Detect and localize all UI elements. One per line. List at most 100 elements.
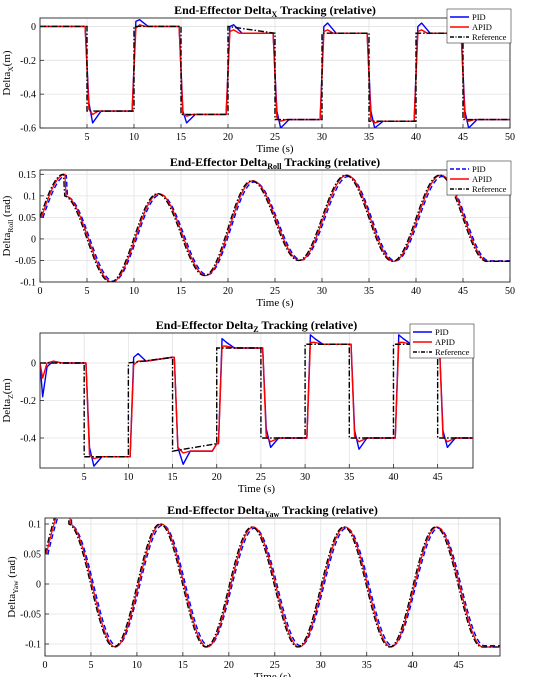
y-axis-label: DeltaX(m) [1,50,15,95]
x-tick-label: 10 [123,472,133,483]
x-tick-label: 10 [129,286,139,297]
x-axis-label: Time (s) [256,143,294,155]
y-tick-label: 0 [31,359,36,370]
series-line-apid [45,518,500,648]
legend-box [446,8,512,44]
chart-title: End-Effector DeltaRoll Tracking (relativ… [170,155,380,171]
y-tick-label: 0.1 [24,191,37,202]
y-tick-label: -0.1 [20,278,36,289]
legend-box [446,160,512,196]
x-tick-label: 15 [176,286,186,297]
y-tick-label: -0.1 [25,640,41,651]
chart-panel-3: End-Effector DeltaZ Tracking (relative) 5… [1,318,475,495]
x-tick-label: 45 [458,286,468,297]
x-tick-label: 5 [88,660,93,671]
y-tick-label: 0 [31,22,36,33]
y-axis-label: DeltaZ(m) [1,378,15,423]
legend-box [409,323,475,359]
x-tick-label: 45 [433,472,443,483]
plot-lines [40,173,510,282]
y-tick-label: 0.05 [24,550,42,561]
x-tick-label: 35 [344,472,354,483]
x-axis-label: Time (s) [238,483,276,495]
y-tick-label: -0.6 [20,124,36,135]
series-line-reference [40,173,510,282]
x-tick-label: 40 [411,132,421,143]
legend-label-reference: Reference [472,32,507,42]
x-tick-label: 40 [411,286,421,297]
x-tick-label: 20 [212,472,222,483]
series-line-apid [40,341,473,460]
legend-label-apid: APID [472,22,492,32]
chart-title: End-Effector DeltaYaw Tracking (relative… [167,503,378,519]
legend-label-pid: PID [435,327,449,337]
chart-panel-1: End-Effector DeltaX Tracking (relative) 5… [1,3,515,155]
legend-label-apid: APID [472,174,492,184]
x-tick-label: 35 [362,660,372,671]
chart-title: End-Effector DeltaX Tracking (relative) [174,3,376,19]
axes-frame [44,517,501,657]
x-tick-label: 0 [38,286,43,297]
x-tick-label: 50 [505,132,515,143]
x-tick-label: 35 [364,132,374,143]
series-line-reference [40,343,473,458]
x-tick-label: 0 [43,660,48,671]
legend-label-reference: Reference [435,347,470,357]
series-line-reference [45,518,500,648]
x-tick-label: 25 [270,286,280,297]
x-axis-label: Time (s) [254,671,292,677]
x-tick-label: 30 [316,660,326,671]
x-tick-label: 20 [223,132,233,143]
x-tick-label: 40 [408,660,418,671]
y-axis-label: DeltaRoll (rad) [1,195,15,256]
y-tick-label: -0.05 [15,256,36,267]
y-tick-label: 0.1 [29,520,42,531]
x-tick-label: 10 [129,132,139,143]
y-tick-label: -0.2 [20,396,36,407]
x-tick-label: 40 [388,472,398,483]
x-tick-label: 45 [458,132,468,143]
x-tick-label: 15 [176,132,186,143]
x-tick-label: 5 [82,472,87,483]
legend-label-pid: PID [472,164,486,174]
y-tick-label: 0.05 [19,213,37,224]
x-tick-label: 30 [317,286,327,297]
x-tick-label: 25 [270,132,280,143]
plot-lines [45,518,500,648]
x-tick-label: 50 [505,286,515,297]
y-tick-label: -0.05 [20,610,41,621]
y-tick-label: 0 [36,580,41,591]
y-tick-label: -0.4 [20,434,36,445]
x-tick-label: 20 [224,660,234,671]
x-tick-label: 30 [317,132,327,143]
chart-panel-4: End-Effector DeltaYaw Tracking (relative… [6,503,501,677]
plot-lines [40,334,473,467]
x-tick-label: 5 [85,286,90,297]
x-tick-label: 25 [256,472,266,483]
x-axis-label: Time (s) [256,297,294,309]
legend-label-reference: Reference [472,184,507,194]
series-line-apid [40,173,510,282]
series-line-reference [40,25,510,122]
plot-area [45,518,500,656]
x-tick-label: 10 [132,660,142,671]
plot-lines [40,18,510,128]
x-tick-label: 35 [364,286,374,297]
x-tick-label: 15 [178,660,188,671]
y-tick-label: 0 [31,234,36,245]
y-tick-label: -0.4 [20,90,36,101]
x-tick-label: 5 [85,132,90,143]
series-line-pid [42,174,510,282]
chart-panel-2: End-Effector DeltaRoll Tracking (relativ… [1,155,515,309]
y-tick-label: 0.15 [19,170,37,181]
x-tick-label: 25 [270,660,280,671]
y-tick-label: -0.2 [20,56,36,67]
x-tick-label: 30 [300,472,310,483]
y-axis-label: DeltaYaw (rad) [6,556,20,618]
x-tick-label: 20 [223,286,233,297]
x-tick-label: 15 [168,472,178,483]
